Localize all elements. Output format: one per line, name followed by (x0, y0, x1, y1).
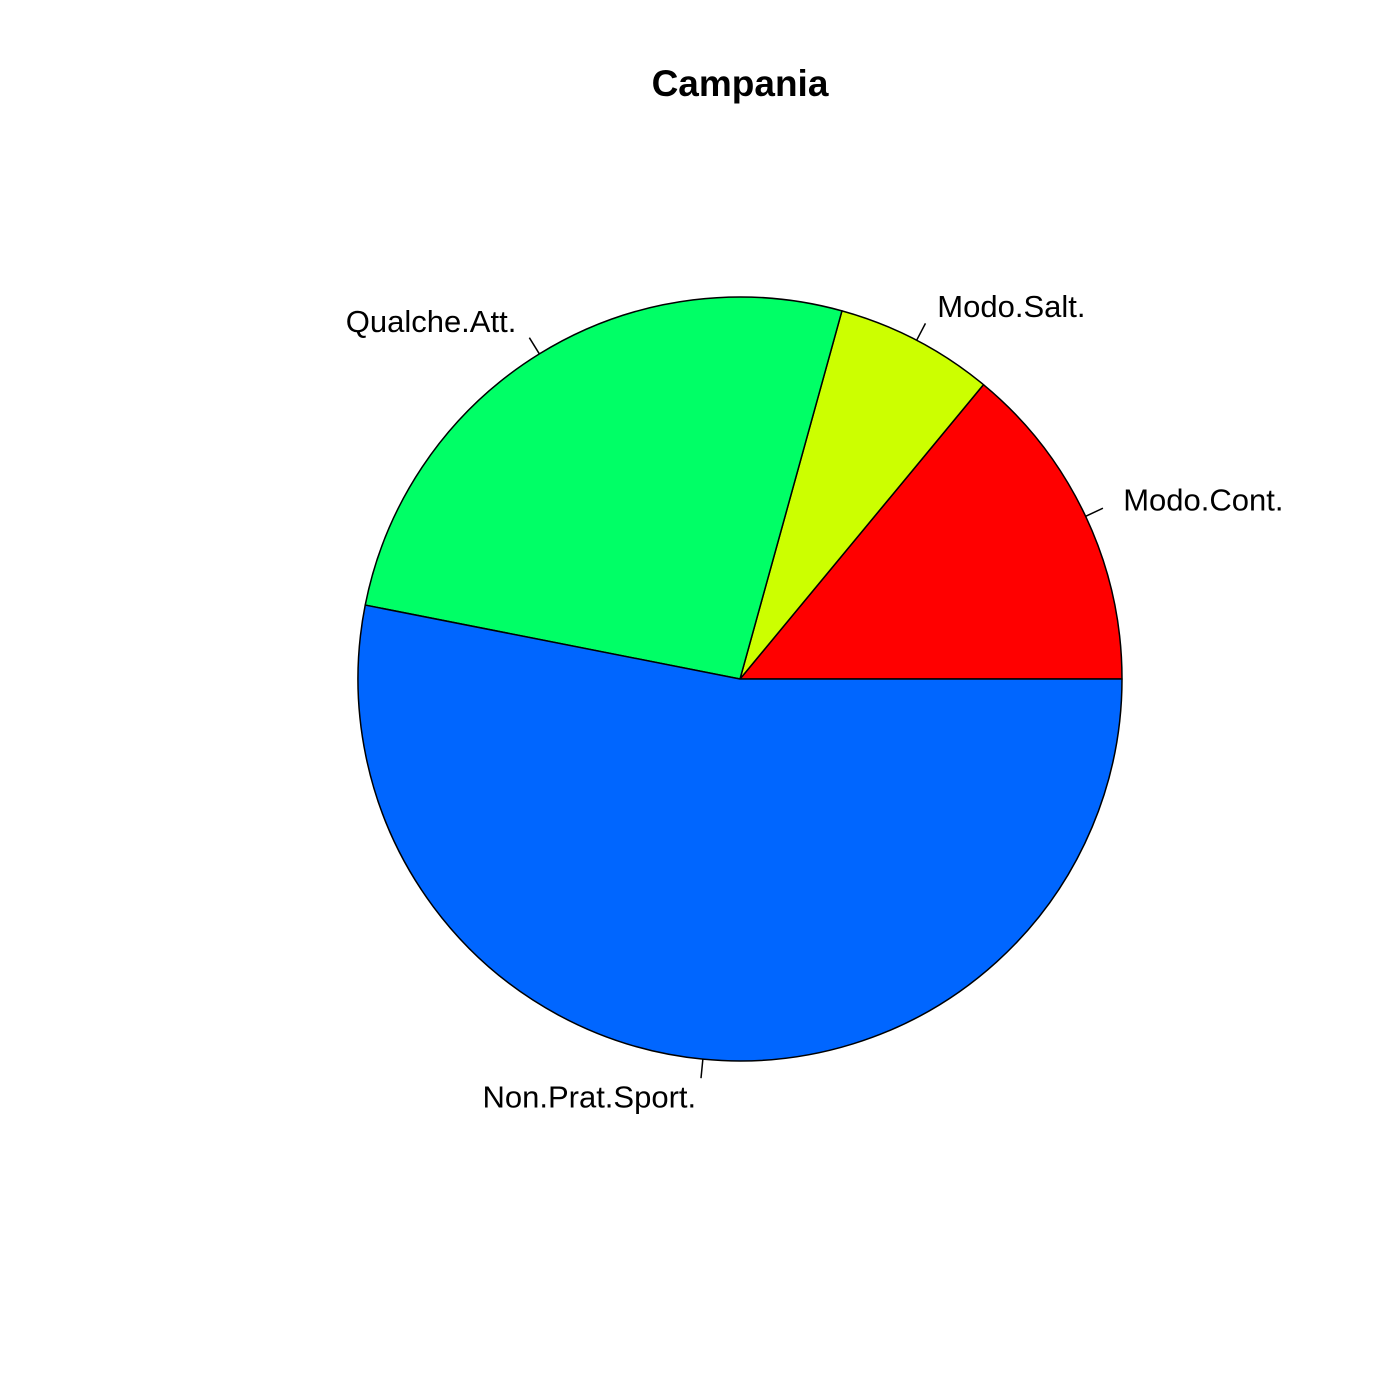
pie-slice-non-prat-sport (357, 604, 1123, 1062)
slice-label-modo-salt: Modo.Salt. (937, 289, 1085, 324)
leader-line-modo-salt (915, 323, 927, 341)
slice-label-non-prat-sport: Non.Prat.Sport. (482, 1080, 696, 1115)
leader-line-qualche-att (528, 337, 541, 355)
pie-labels: Modo.Cont. Modo.Salt. Qualche.Att. Non.Prat… (346, 289, 1284, 1115)
leader-line-modo-cont (1085, 507, 1104, 518)
pie-slice-modo-cont (739, 383, 1123, 680)
chart-title: Campania (652, 63, 829, 104)
pie-slice-qualche-att (364, 296, 843, 680)
pie-slices (357, 296, 1123, 1062)
leader-line-non-prat-sport (700, 1059, 704, 1079)
slice-label-modo-cont: Modo.Cont. (1123, 483, 1283, 518)
slice-label-qualche-att: Qualche.Att. (346, 304, 517, 339)
